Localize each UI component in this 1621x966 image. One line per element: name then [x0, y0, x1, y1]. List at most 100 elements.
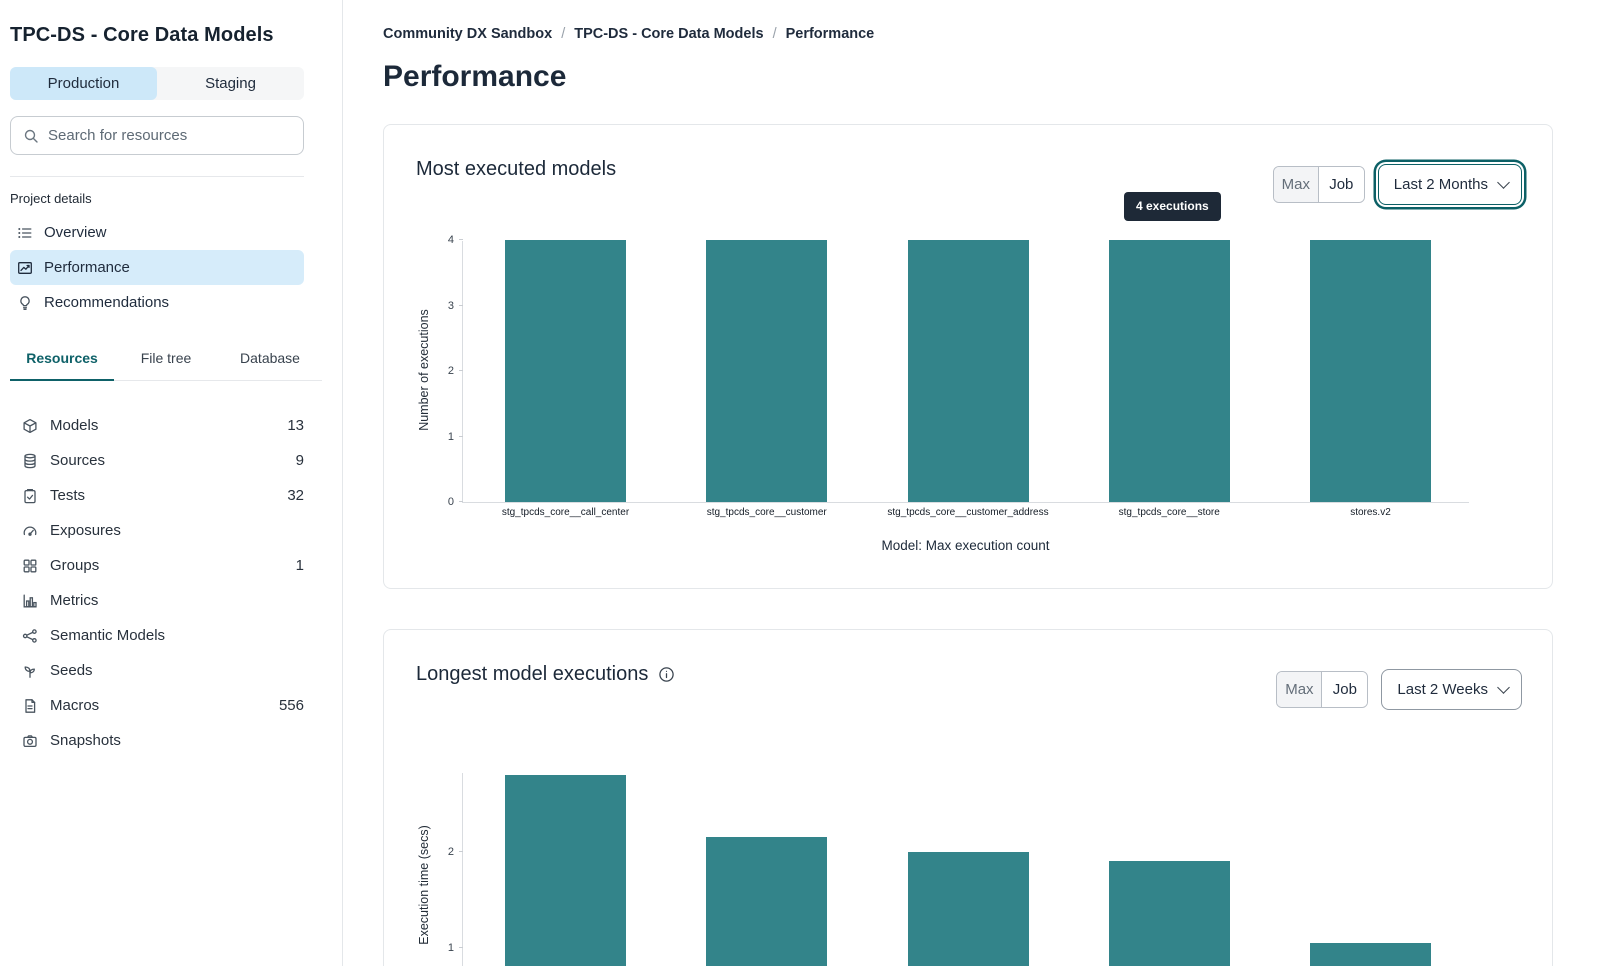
- card-title: Longest model executions: [416, 663, 675, 686]
- search-box[interactable]: [10, 116, 304, 155]
- y-tick-label: 0: [447, 496, 454, 508]
- resource-tabs: Resources File tree Database: [10, 350, 322, 381]
- x-category-label: stg_tpcds_core__customer_address: [887, 507, 1049, 518]
- resource-count: 13: [287, 417, 304, 434]
- aggregation-toggle: Max Job: [1276, 671, 1369, 708]
- x-category-label: stg_tpcds_core__call_center: [501, 507, 630, 518]
- sidebar-resource-groups[interactable]: Groups 1: [10, 548, 318, 583]
- bar-chart-1-bar-2[interactable]: [907, 851, 1029, 966]
- x-category-label: stg_tpcds_core__store: [1118, 507, 1220, 518]
- job-button[interactable]: Job: [1318, 167, 1364, 202]
- cube-icon: [22, 418, 38, 434]
- resource-label: Sources: [50, 452, 106, 469]
- card-most-executed-models: Most executed models Max Job Last 2 Mont…: [383, 124, 1553, 589]
- x-category-label: stores.v2: [1350, 507, 1391, 518]
- resource-count: 1: [295, 557, 304, 574]
- sidebar-item-recommendations[interactable]: Recommendations: [10, 285, 304, 320]
- env-tab-production[interactable]: Production: [10, 67, 157, 100]
- sidebar-resource-seeds[interactable]: Seeds: [10, 653, 318, 688]
- job-button[interactable]: Job: [1322, 672, 1368, 707]
- search-icon: [23, 128, 39, 144]
- camera-icon: [22, 733, 38, 749]
- x-axis-title: Model: Max execution count: [881, 538, 1050, 553]
- resource-label: Snapshots: [50, 732, 121, 749]
- bar-chart-0-bar-4[interactable]: [1310, 240, 1431, 502]
- trend-chart-icon: [17, 260, 33, 276]
- env-tab-staging[interactable]: Staging: [205, 75, 256, 92]
- y-tick-mark: [459, 501, 463, 502]
- bar-chart-1-bar-3[interactable]: [1108, 861, 1230, 966]
- resource-label: Metrics: [50, 592, 99, 609]
- main-content: Community DX Sandbox / TPC-DS - Core Dat…: [343, 0, 1621, 966]
- page-title: Performance: [383, 60, 567, 93]
- most-executed-plot: stg_tpcds_core__call_center stg_tpcds_cor…: [448, 234, 1469, 518]
- resource-label: Macros: [50, 697, 100, 714]
- y-tick-mark: [459, 239, 463, 240]
- sidebar-resource-snapshots[interactable]: Snapshots: [10, 723, 318, 758]
- tab-resources[interactable]: Resources: [10, 350, 114, 381]
- y-axis-title: Execution time (secs): [417, 825, 431, 945]
- sidebar-item-overview[interactable]: Overview: [10, 215, 304, 250]
- tab-file-tree[interactable]: File tree: [140, 350, 192, 366]
- bar-chart-0-bar-0[interactable]: [505, 240, 626, 502]
- card-longest-executions: Longest model executions Max Job Last 2 …: [383, 629, 1553, 966]
- bar-chart-0-bar-3[interactable]: [1108, 240, 1230, 502]
- resource-label: Tests: [50, 487, 86, 504]
- breadcrumb-separator: /: [772, 26, 777, 42]
- sidebar-resource-sources[interactable]: Sources 9: [10, 443, 318, 478]
- card-controls: Max Job Last 2 Weeks: [1276, 669, 1522, 710]
- y-tick-mark: [459, 850, 463, 852]
- y-tick-mark: [459, 370, 463, 371]
- sidebar-item-label: Performance: [44, 259, 130, 276]
- nodes-icon: [22, 628, 38, 644]
- tab-database[interactable]: Database: [240, 350, 300, 366]
- grid-icon: [22, 558, 38, 574]
- date-range-select[interactable]: Last 2 Weeks: [1381, 669, 1522, 710]
- date-range-value: Last 2 Weeks: [1397, 681, 1488, 698]
- sidebar-resource-exposures[interactable]: Exposures: [10, 513, 318, 548]
- seedling-icon: [22, 663, 38, 679]
- sidebar-resource-models[interactable]: Models 13: [10, 408, 318, 443]
- resource-count: 32: [287, 487, 304, 504]
- date-range-select[interactable]: Last 2 Months: [1377, 164, 1522, 205]
- project-title: TPC-DS - Core Data Models: [10, 24, 274, 46]
- bar-chart-0-bar-1[interactable]: [706, 240, 828, 502]
- resource-count: 9: [295, 452, 304, 469]
- sidebar-resource-macros[interactable]: Macros 556: [10, 688, 318, 723]
- chart-tooltip: 4 executions: [1124, 192, 1221, 221]
- resource-label: Models: [50, 417, 99, 434]
- info-icon[interactable]: [658, 666, 675, 683]
- aggregation-toggle: Max Job: [1272, 166, 1365, 203]
- environment-toggle: Production Staging: [10, 67, 304, 100]
- sidebar-item-label: Recommendations: [44, 294, 170, 311]
- search-input[interactable]: [48, 127, 291, 144]
- sidebar-resource-metrics[interactable]: Metrics: [10, 583, 318, 618]
- sidebar-item-label: Overview: [44, 224, 107, 241]
- bar-chart-1-bar-0[interactable]: [505, 774, 626, 966]
- bar-chart-1-bar-1[interactable]: [706, 837, 828, 966]
- y-tick-mark: [459, 946, 463, 948]
- y-tick-label: 3: [447, 299, 454, 312]
- clipboard-icon: [22, 488, 38, 504]
- resource-label: Exposures: [50, 522, 121, 539]
- sidebar-resource-tests[interactable]: Tests 32: [10, 478, 318, 513]
- breadcrumb-separator: /: [561, 26, 566, 42]
- breadcrumb-link-project[interactable]: TPC-DS - Core Data Models: [574, 26, 764, 42]
- card-title: Most executed models: [416, 158, 617, 180]
- sidebar-resource-semantic-models[interactable]: Semantic Models: [10, 618, 318, 653]
- bar-chart-0-bar-2[interactable]: [907, 240, 1029, 502]
- bar-chart-1-bar-4[interactable]: [1310, 943, 1431, 966]
- y-tick-label: 2: [447, 845, 454, 858]
- breadcrumb-link-account[interactable]: Community DX Sandbox: [383, 26, 553, 42]
- max-button[interactable]: Max: [1277, 672, 1323, 707]
- document-icon: [22, 698, 38, 714]
- max-button[interactable]: Max: [1273, 167, 1319, 202]
- resource-label: Seeds: [50, 662, 93, 679]
- y-axis-title: Number of executions: [417, 309, 431, 431]
- sidebar: TPC-DS - Core Data Models Production Sta…: [0, 0, 343, 966]
- breadcrumb: Community DX Sandbox / TPC-DS - Core Dat…: [383, 26, 1553, 42]
- breadcrumb-current: Performance: [785, 26, 875, 42]
- sidebar-item-performance[interactable]: Performance: [10, 250, 304, 285]
